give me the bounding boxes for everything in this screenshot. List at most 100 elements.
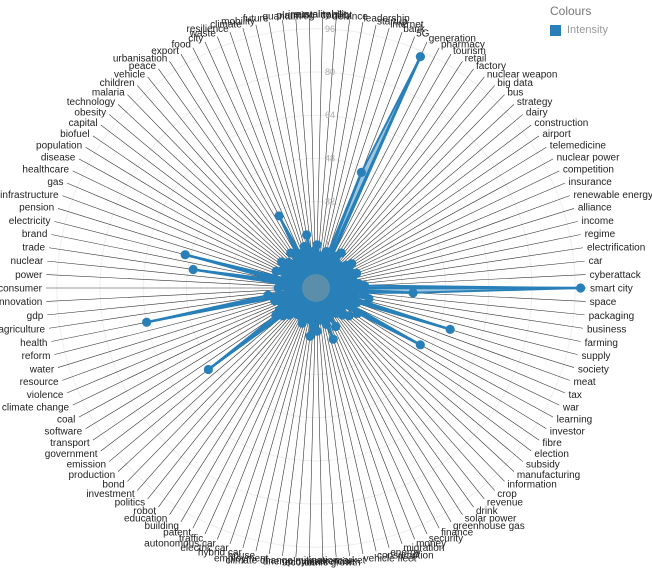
axis-label-healthcare: healthcare [22, 165, 69, 176]
spoke [78, 158, 317, 289]
axis-label-quantum: quantum [262, 12, 301, 23]
axis-label-disease: disease [41, 152, 76, 163]
axis-label-biofuel: biofuel [60, 129, 89, 140]
axis-label-fibre: fibre [542, 438, 562, 449]
axis-label-energy: energy [390, 547, 421, 558]
axis-label-security: security [429, 533, 463, 544]
axis-label-competition: competition [563, 165, 614, 176]
spoke [268, 287, 317, 554]
axis-label-electrification: electrification [587, 243, 645, 254]
data-point-generation [415, 52, 425, 62]
axis-label-regime: regime [585, 229, 616, 240]
axis-label-information: information [507, 480, 556, 491]
axis-label-innovation: innovation [0, 297, 42, 308]
axis-label-income: income [582, 216, 615, 227]
axis-label-tax: tax [568, 390, 581, 401]
axis-label-consumer: consumer [0, 284, 43, 295]
spoke [315, 287, 505, 482]
axis-label-infrastructure: infrastructure [0, 190, 59, 201]
spoke [315, 287, 390, 548]
axis-label-cyberattack: cyberattack [590, 270, 642, 281]
axis-label-retail: retail [465, 53, 487, 64]
spoke [315, 104, 515, 289]
spoke [315, 24, 377, 289]
data-point-software [274, 305, 284, 316]
legend-title: Colours [550, 4, 592, 18]
data-point-migration [328, 334, 338, 344]
axis-label-technology: technology [67, 97, 115, 108]
axis-label-inequality: inequality [288, 10, 330, 21]
tick-label: 96 [325, 24, 335, 34]
axis-label-emission: emission [67, 460, 106, 471]
axis-label-bank: bank [403, 24, 426, 35]
spoke [147, 287, 317, 500]
axis-label-future: future [243, 14, 269, 25]
spoke [315, 287, 415, 540]
axis-label-gdp: gdp [27, 311, 44, 322]
data-point-finance [331, 321, 341, 332]
axis-label-production: production [68, 470, 115, 481]
axis-label-reform: reform [22, 351, 51, 362]
spoke [137, 85, 317, 289]
axis-label-pharmacy: pharmacy [441, 40, 485, 51]
axis-label-coal: coal [57, 415, 75, 426]
axis-label-patent: patent [163, 527, 191, 538]
axis-label-nuclear-power: nuclear power [557, 152, 620, 163]
axis-label-internet: internet [390, 20, 424, 31]
axis-label-electricity: electricity [9, 216, 51, 227]
spoke [315, 287, 463, 515]
axis-label-solar-power: solar power [465, 514, 517, 525]
axis-label-vehicle-fleet: vehicle fleet [364, 553, 417, 564]
axis-label-big-data: big data [497, 78, 533, 89]
axis-label-resilience: resilience [186, 24, 229, 35]
axis-label-violence: violence [27, 390, 64, 401]
spoke [137, 287, 317, 491]
data-point-trade [188, 264, 198, 275]
spoke [158, 287, 317, 508]
axis-label-resource: resource [20, 377, 59, 388]
axis-label-farming: farming [585, 338, 618, 349]
axis-label-investor: investor [550, 426, 586, 437]
axis-label-traffic: traffic [179, 533, 203, 544]
axis-label-alliance: alliance [578, 203, 612, 214]
axis-label-construction: construction [534, 118, 588, 129]
axis-label-space: space [590, 297, 617, 308]
axis-label-factory: factory [476, 61, 506, 72]
spoke [315, 94, 505, 289]
axis-label-gas: gas [47, 177, 63, 188]
axis-label-dairy: dairy [526, 107, 548, 118]
axis-label-vehicle: vehicle [114, 69, 146, 80]
data-point-investor [352, 308, 363, 318]
spoke [229, 287, 317, 545]
axis-label-money: money [416, 539, 446, 550]
axis-label-learning: learning [557, 415, 593, 426]
axis-label-manufacturing: manufacturing [517, 470, 580, 481]
spoke [192, 287, 317, 529]
axis-label-climate: climate [210, 20, 242, 31]
axis-label-startup: startup [377, 16, 408, 27]
axis-label-leadership: leadership [364, 14, 411, 25]
spoke [169, 287, 317, 515]
legend-item-intensity[interactable]: Intensity [550, 24, 608, 36]
spoke [204, 287, 317, 535]
axis-label-economic-growth: economic growth [285, 557, 361, 568]
axis-label-supply: supply [582, 351, 611, 362]
series-area [145, 55, 582, 371]
axis-label-war: war [562, 402, 580, 413]
spoke [315, 114, 524, 289]
axis-label-capital: capital [69, 118, 98, 129]
axis-label-strategy: strategy [517, 97, 553, 108]
spoke [315, 158, 554, 289]
axis-label-building: building [145, 521, 179, 532]
axis-label-insurance: insurance [568, 177, 612, 188]
axis-label-sustainability: sustainability [294, 10, 351, 21]
axis-label-health: health [20, 338, 47, 349]
data-point-smart-city [576, 283, 586, 293]
tick-label: 64 [325, 110, 335, 120]
data-point-space [408, 288, 418, 298]
axis-label-unemployment: unemployment [263, 557, 329, 568]
data-point-cyberattack [359, 280, 370, 291]
axis-label-election: election [534, 449, 568, 460]
axis-label-pension: pension [19, 203, 54, 214]
axis-label-transport: transport [50, 438, 90, 449]
